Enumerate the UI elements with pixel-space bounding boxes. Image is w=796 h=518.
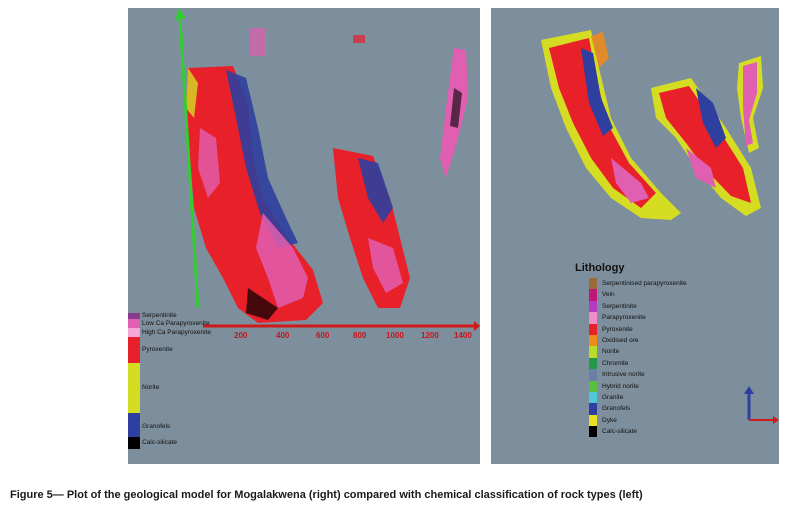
legend-label: Vein bbox=[602, 291, 615, 299]
x-tick-600: 600 bbox=[316, 331, 330, 340]
legend-label: Granofels bbox=[602, 405, 631, 413]
legend-label-granofels: Granofels bbox=[142, 423, 171, 430]
legend-swatch bbox=[589, 426, 597, 438]
legend-item: Vein bbox=[589, 289, 739, 301]
x-tick-1400: 1400 bbox=[454, 331, 472, 340]
legend-swatch bbox=[589, 278, 597, 290]
legend-label: Hybrid norite bbox=[602, 382, 639, 390]
legend-swatch bbox=[589, 334, 597, 347]
x-tick-1000: 1000 bbox=[386, 331, 404, 340]
legend-label-serpentinite: Serpentinite bbox=[142, 312, 177, 319]
legend-item: Serpentinised parapyroxenite bbox=[589, 278, 739, 290]
legend-label: Intrusive norite bbox=[602, 371, 645, 379]
legend-item: Chromite bbox=[589, 357, 739, 370]
legend-swatch bbox=[589, 300, 597, 313]
legend-label: Serpentinite bbox=[602, 302, 637, 310]
legend-item: Granofels bbox=[589, 403, 739, 415]
legend-item: Hybrid norite bbox=[589, 380, 739, 392]
legend-label-pyroxenite: Pyroxenite bbox=[142, 346, 173, 353]
legend-label: Granite bbox=[602, 393, 624, 401]
legend-label: Calc-silicate bbox=[602, 428, 638, 436]
legend-swatch-calc-silicate bbox=[128, 437, 140, 449]
figure-caption: Figure 5— Plot of the geological model f… bbox=[10, 489, 643, 501]
legend-swatch-norite bbox=[128, 363, 140, 413]
legend-swatch bbox=[589, 403, 597, 415]
legend-swatch-serpentinite bbox=[128, 313, 140, 319]
x-tick-800: 800 bbox=[353, 331, 367, 340]
legend-label: Oxidised ore bbox=[602, 336, 639, 344]
legend-swatch-pyroxenite bbox=[128, 337, 140, 363]
legend-swatch bbox=[589, 312, 597, 324]
chemical-classification-panel: Serpentinite Low Ca Parapyroxenite High … bbox=[128, 8, 480, 464]
legend-swatch bbox=[589, 380, 597, 392]
legend-item: Granite bbox=[589, 391, 739, 404]
legend-item: Dyke bbox=[589, 414, 739, 427]
legend-swatch bbox=[589, 414, 597, 427]
legend-item: Serpentinite bbox=[589, 300, 739, 313]
x-tick-400: 400 bbox=[276, 331, 290, 340]
legend-swatch bbox=[589, 357, 597, 370]
geological-model-plot bbox=[541, 30, 779, 424]
legend-swatch bbox=[589, 323, 597, 335]
legend-label: Norite bbox=[602, 348, 620, 356]
legend-label-high-ca-parapyroxenite: High Ca Parapyroxenite bbox=[142, 329, 212, 336]
legend-label: Parapyroxenite bbox=[602, 314, 646, 322]
legend-item: Pyroxenite bbox=[589, 323, 739, 335]
legend-label: Serpentinised parapyroxenite bbox=[602, 280, 687, 287]
legend-swatch bbox=[589, 391, 597, 404]
legend-item: Norite bbox=[589, 346, 739, 358]
geological-model-panel: Lithology Serpentinised parapyroxenite V… bbox=[491, 8, 779, 464]
legend-label-low-ca-parapyroxenite: Low Ca Parapyroxenite bbox=[142, 320, 210, 327]
legend-swatch-granofels bbox=[128, 413, 140, 437]
legend-swatch bbox=[589, 289, 597, 301]
legend-swatch bbox=[589, 346, 597, 358]
chemical-classification-plot bbox=[175, 8, 480, 331]
x-tick-200: 200 bbox=[234, 331, 248, 340]
legend-swatch-low-ca-parapyroxenite bbox=[128, 319, 140, 328]
legend-label: Chromite bbox=[602, 359, 629, 367]
legend-swatch-high-ca-parapyroxenite bbox=[128, 328, 140, 337]
legend-item: Parapyroxenite bbox=[589, 312, 739, 324]
legend-label-calc-silicate: Calc-silicate bbox=[142, 439, 178, 446]
legend-label: Pyroxenite bbox=[602, 325, 633, 333]
legend-label: Dyke bbox=[602, 416, 617, 424]
x-tick-1200: 1200 bbox=[421, 331, 439, 340]
legend-label-norite: Norite bbox=[142, 384, 160, 391]
lithology-legend: Serpentinised parapyroxenite Vein Serpen… bbox=[589, 278, 739, 438]
lithology-legend-title: Lithology bbox=[575, 262, 625, 274]
rock-type-legend: Serpentinite Low Ca Parapyroxenite High … bbox=[128, 312, 228, 449]
legend-swatch bbox=[589, 369, 597, 381]
legend-item: Intrusive norite bbox=[589, 369, 739, 381]
legend-item: Oxidised ore bbox=[589, 334, 739, 347]
legend-item: Calc-silicate bbox=[589, 426, 739, 438]
